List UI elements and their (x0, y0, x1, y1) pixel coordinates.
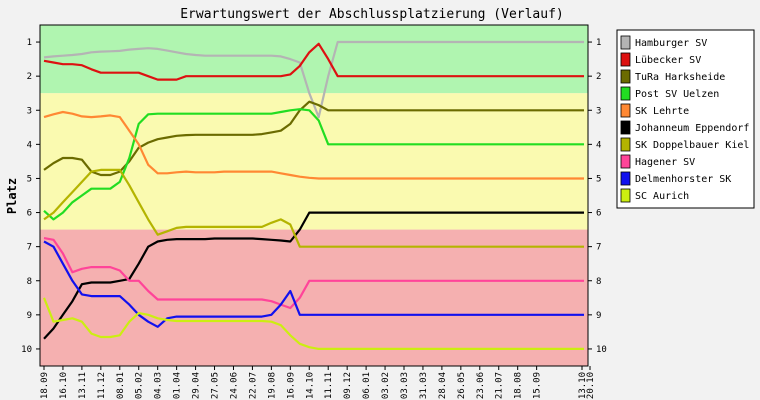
y-tick-label-right: 9 (596, 311, 601, 321)
x-tick-label: 22.07 (248, 372, 258, 399)
y-tick-label-right: 6 (596, 209, 601, 219)
y-tick-label-right: 4 (596, 140, 601, 150)
x-tick-label: 20.10 (586, 372, 596, 399)
y-axis: 1 1 2 2 3 3 4 4 5 5 6 6 7 7 8 8 9 9 10 10 (21, 38, 607, 355)
series-lines (42, 40, 584, 350)
x-tick-label: 23.06 (476, 372, 486, 399)
x-tick-label: 01.04 (173, 372, 183, 399)
legend: Hamburger SV Lübecker SV TuRa Harksheide Po… (616, 29, 755, 209)
x-tick-label: 05.02 (135, 372, 145, 399)
x-tick-label: 21.07 (495, 372, 505, 399)
x-tick-label: 09.12 (343, 372, 353, 399)
x-tick-label: 16.09 (286, 372, 296, 399)
y-tick-label-right: 3 (596, 106, 601, 116)
x-tick-label: 15.09 (533, 372, 543, 399)
legend-label: SK Lehrte (635, 106, 689, 117)
x-tick-label: 27.05 (211, 372, 221, 399)
x-tick-label: 03.02 (381, 372, 391, 399)
series-line-4 (43, 108, 584, 221)
x-tick-label: 18.09 (40, 372, 50, 399)
series-line-5 (43, 110, 584, 180)
x-tick-label: 06.01 (362, 372, 372, 399)
zone-1 (40, 25, 588, 94)
legend-label: Post SV Uelzen (635, 89, 719, 100)
y-axis-label: Platz (5, 178, 19, 214)
y-tick-label: 2 (27, 72, 32, 82)
y-tick-label-right: 8 (596, 277, 601, 287)
x-tick-label: 31.03 (419, 372, 429, 399)
y-tick-label-right: 7 (596, 243, 601, 253)
x-tick-label: 19.08 (267, 372, 277, 399)
series-line-3 (43, 100, 584, 177)
chart-title: Erwartungswert der Abschlussplatzierung … (180, 7, 564, 22)
series-line-7 (43, 168, 584, 248)
y-tick-label: 6 (27, 209, 32, 219)
x-tick-label: 18.08 (514, 372, 524, 399)
series-line-6 (43, 211, 584, 340)
y-tick-label: 10 (21, 345, 32, 355)
legend-label: Hamburger SV (635, 38, 707, 49)
legend-swatch (620, 188, 631, 203)
x-tick-label: 14.10 (305, 372, 315, 399)
y-tick-label: 1 (27, 38, 32, 48)
series-line-1 (43, 40, 584, 119)
legend-label: Johanneum Eppendorf (635, 123, 749, 134)
y-tick-label: 9 (27, 311, 32, 321)
legend-swatch (620, 35, 631, 50)
legend-label: Delmenhorster SK (635, 174, 731, 185)
x-tick-label: 11.12 (97, 372, 107, 399)
y-tick-label: 8 (27, 277, 32, 287)
x-tick-label: 16.10 (59, 372, 69, 399)
x-tick-label: 26.05 (457, 372, 467, 399)
y-tick-label-right: 2 (596, 72, 601, 82)
legend-swatch (620, 86, 631, 101)
zone-2 (40, 93, 588, 230)
legend-box (616, 29, 755, 209)
y-tick-label: 7 (27, 243, 32, 253)
x-tick-label: 11.11 (324, 372, 334, 399)
legend-label: TuRa Harksheide (635, 72, 725, 83)
y-tick-label: 5 (27, 174, 32, 184)
legend-swatch (620, 103, 631, 118)
x-tick-label: 03.03 (400, 372, 410, 399)
legend-swatch (620, 137, 631, 152)
x-tick-label: 28.04 (438, 372, 448, 399)
plot-frame (39, 24, 589, 367)
legend-label: SK Doppelbauer Kiel (635, 140, 749, 151)
x-tick-label: 04.03 (154, 372, 164, 399)
y-tick-label: 4 (27, 140, 32, 150)
legend-swatch (620, 69, 631, 84)
legend-label: Hagener SV (635, 157, 695, 168)
legend-swatch (620, 154, 631, 169)
series-line-8 (43, 237, 584, 310)
series-line-10 (42, 297, 584, 350)
series-line-2 (43, 42, 584, 81)
zone-3 (40, 229, 588, 366)
series-line-9 (43, 240, 584, 328)
legend-swatch (620, 52, 631, 67)
x-tick-label: 24.06 (229, 372, 239, 399)
y-tick-label-right: 10 (596, 345, 607, 355)
x-tick-label: 29.04 (192, 372, 202, 399)
x-tick-label: 13.11 (78, 372, 88, 399)
y-tick-label-right: 5 (596, 174, 601, 184)
legend-label: Lübecker SV (635, 55, 701, 66)
legend-label: SC Aurich (635, 191, 689, 202)
x-tick-label: 13.10 (578, 372, 588, 399)
x-tick-label: 08.01 (116, 372, 126, 399)
y-tick-label: 3 (27, 106, 32, 116)
legend-swatch (620, 171, 631, 186)
y-tick-label-right: 1 (596, 38, 601, 48)
legend-swatch (620, 120, 631, 135)
x-axis: 18.09 16.10 13.11 11.12 08.01 05.02 04.03 01.04… (40, 366, 596, 399)
